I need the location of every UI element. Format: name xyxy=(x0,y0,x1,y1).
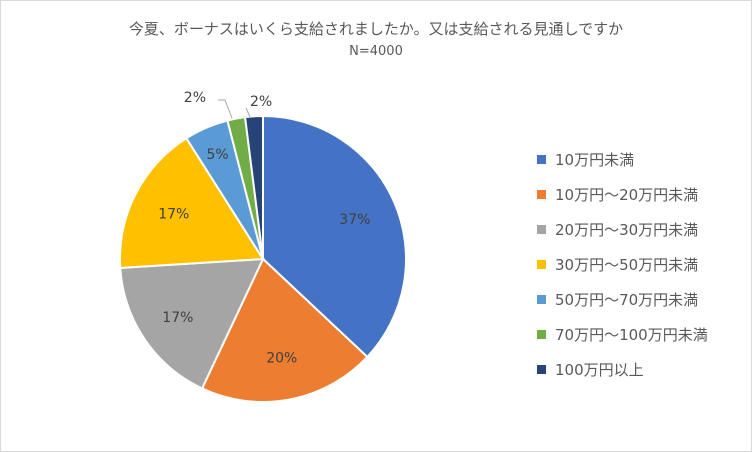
data-label: 20% xyxy=(266,350,297,366)
leader-line xyxy=(245,107,251,118)
legend-label: 50万円～70万円未満 xyxy=(555,291,699,309)
data-label: 17% xyxy=(162,310,193,326)
chart-subtitle: N=4000 xyxy=(349,44,403,59)
pie-slice xyxy=(262,114,407,359)
legend-label: 10万円～20万円未満 xyxy=(555,186,699,204)
legend-item: 10万円～20万円未満 xyxy=(537,177,708,212)
data-label: 37% xyxy=(339,212,370,228)
legend: 10万円未満 10万円～20万円未満 20万円～30万円未満 30万円～50万円未満 5… xyxy=(537,142,708,387)
legend-item: 100万円以上 xyxy=(537,352,708,387)
legend-swatch xyxy=(537,295,546,304)
pie-slice xyxy=(119,136,265,270)
legend-item: 70万円～100万円未満 xyxy=(537,317,708,352)
legend-swatch xyxy=(537,365,546,374)
data-label: 2% xyxy=(250,94,272,110)
legend-swatch xyxy=(537,225,546,234)
legend-item: 50万円～70万円未満 xyxy=(537,282,708,317)
legend-swatch xyxy=(537,190,546,199)
leader-line xyxy=(218,99,233,119)
pie-slice xyxy=(243,114,264,260)
data-label: 2% xyxy=(184,90,206,106)
legend-label: 70万円～100万円未満 xyxy=(555,326,708,344)
legend-item: 30万円～50万円未満 xyxy=(537,247,708,282)
legend-swatch xyxy=(537,155,546,164)
data-label: 17% xyxy=(158,207,189,223)
legend-item: 10万円未満 xyxy=(537,142,708,177)
legend-label: 20万円～30万円未満 xyxy=(555,221,699,239)
data-label: 5% xyxy=(206,147,228,163)
pie-slice xyxy=(200,257,369,403)
legend-label: 100万円以上 xyxy=(555,361,644,379)
legend-swatch xyxy=(537,330,546,339)
pie-slice xyxy=(119,257,265,390)
legend-label: 30万円～50万円未満 xyxy=(555,256,699,274)
legend-swatch xyxy=(537,260,546,269)
chart-title: 今夏、ボーナスはいくら支給されましたか。又は支給される見通しですか xyxy=(128,20,624,38)
legend-item: 20万円～30万円未満 xyxy=(537,212,708,247)
legend-label: 10万円未満 xyxy=(555,151,635,169)
